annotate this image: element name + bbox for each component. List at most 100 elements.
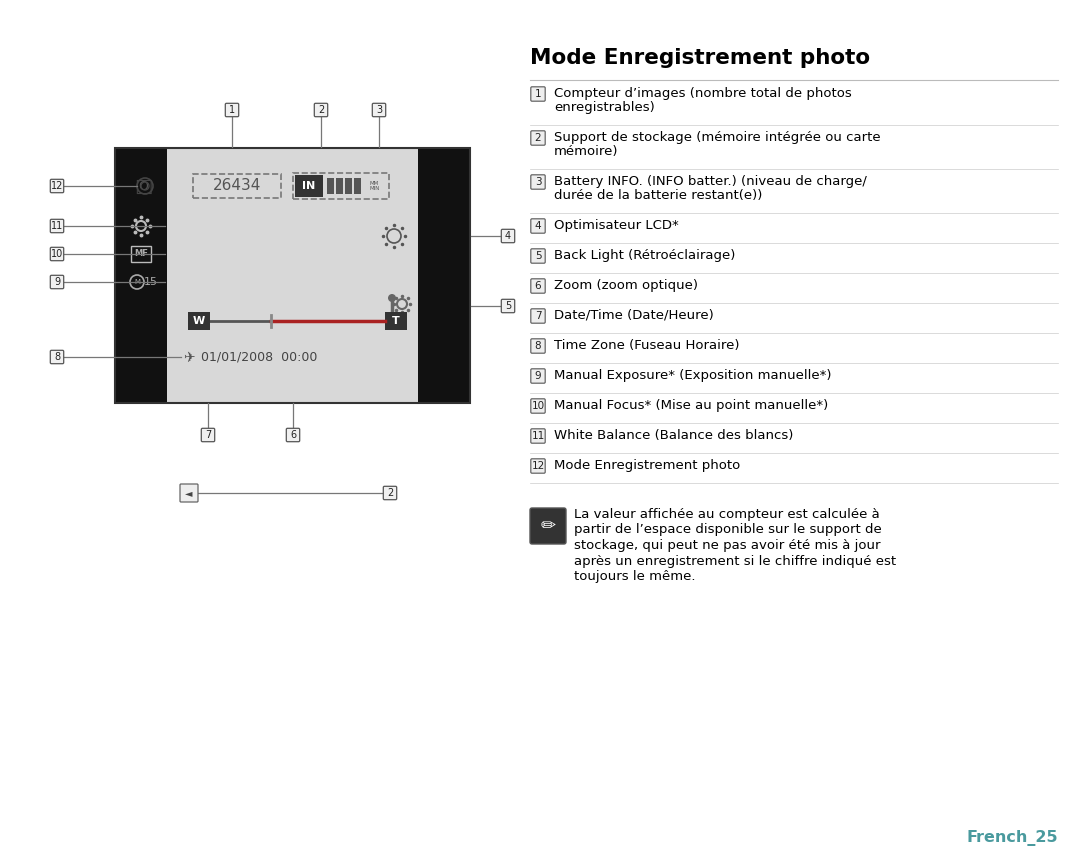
Text: 11: 11	[51, 221, 63, 231]
Text: 12: 12	[531, 461, 544, 471]
FancyBboxPatch shape	[530, 459, 545, 473]
FancyBboxPatch shape	[314, 103, 327, 116]
Text: □: □	[134, 176, 152, 195]
FancyBboxPatch shape	[226, 103, 239, 116]
Text: 2: 2	[387, 488, 393, 498]
Text: 7: 7	[535, 311, 541, 321]
Text: La valeur affichée au compteur est calculée à: La valeur affichée au compteur est calcu…	[573, 508, 880, 521]
Bar	[295, 175, 323, 197]
Text: 9: 9	[54, 277, 60, 287]
Text: Zoom (zoom optique): Zoom (zoom optique)	[554, 279, 698, 292]
Text: Time Zone (Fuseau Horaire): Time Zone (Fuseau Horaire)	[554, 339, 740, 352]
Circle shape	[388, 294, 396, 302]
Text: 15: 15	[144, 277, 158, 287]
Bar	[336, 178, 343, 194]
Text: 8: 8	[535, 341, 541, 351]
Text: 6: 6	[289, 430, 296, 440]
FancyBboxPatch shape	[180, 484, 198, 502]
Text: 2: 2	[535, 133, 541, 143]
Bar	[354, 178, 361, 194]
Text: ◄: ◄	[186, 488, 192, 498]
FancyBboxPatch shape	[51, 180, 64, 193]
Text: 3: 3	[376, 105, 382, 115]
Text: MM
MIN: MM MIN	[369, 181, 379, 191]
Text: Manual Focus* (Mise au point manuelle*): Manual Focus* (Mise au point manuelle*)	[554, 399, 828, 412]
Text: stockage, qui peut ne pas avoir été mis à jour: stockage, qui peut ne pas avoir été mis …	[573, 539, 880, 552]
FancyBboxPatch shape	[530, 369, 545, 383]
Text: 11: 11	[531, 431, 544, 441]
FancyBboxPatch shape	[530, 309, 545, 323]
Text: partir de l’espace disponible sur le support de: partir de l’espace disponible sur le sup…	[573, 523, 881, 536]
FancyBboxPatch shape	[530, 339, 545, 353]
FancyBboxPatch shape	[530, 249, 545, 263]
Text: W: W	[193, 316, 205, 326]
FancyBboxPatch shape	[530, 508, 566, 544]
Text: 10: 10	[531, 401, 544, 411]
Text: toujours le même.: toujours le même.	[573, 570, 696, 583]
Text: 01/01/2008  00:00: 01/01/2008 00:00	[201, 351, 318, 364]
FancyBboxPatch shape	[501, 229, 515, 243]
Bar	[418, 148, 470, 403]
FancyBboxPatch shape	[201, 428, 215, 442]
Text: French_25: French_25	[967, 830, 1058, 846]
Text: 1: 1	[229, 105, 235, 115]
Text: 10: 10	[51, 249, 63, 259]
Text: 5: 5	[504, 301, 511, 311]
Bar	[131, 246, 151, 262]
Text: Mode Enregistrement photo: Mode Enregistrement photo	[554, 459, 740, 472]
Text: Manual Exposure* (Exposition manuelle*): Manual Exposure* (Exposition manuelle*)	[554, 369, 832, 382]
Bar	[293, 173, 389, 199]
Text: Date/Time (Date/Heure): Date/Time (Date/Heure)	[554, 309, 714, 322]
Text: après un enregistrement si le chiffre indiqué est: après un enregistrement si le chiffre in…	[573, 555, 896, 568]
FancyBboxPatch shape	[530, 279, 545, 293]
FancyBboxPatch shape	[51, 220, 64, 233]
Text: 6: 6	[535, 281, 541, 291]
Text: 3: 3	[535, 177, 541, 187]
FancyBboxPatch shape	[530, 398, 545, 413]
Text: White Balance (Balance des blancs): White Balance (Balance des blancs)	[554, 429, 794, 442]
Text: 9: 9	[535, 371, 541, 381]
Text: 26434: 26434	[213, 179, 261, 194]
FancyBboxPatch shape	[51, 275, 64, 289]
Text: ✈: ✈	[183, 350, 194, 364]
Text: Optimisateur LCD*: Optimisateur LCD*	[554, 219, 678, 232]
Text: 2: 2	[318, 105, 324, 115]
FancyBboxPatch shape	[51, 247, 64, 260]
FancyBboxPatch shape	[530, 219, 545, 233]
Text: Back Light (Rétroéclairage): Back Light (Rétroéclairage)	[554, 249, 735, 262]
Bar	[188, 312, 210, 330]
FancyBboxPatch shape	[51, 351, 64, 364]
Text: enregistrables): enregistrables)	[554, 102, 654, 115]
Bar	[345, 178, 352, 194]
Text: Support de stockage (mémoire intégrée ou carte: Support de stockage (mémoire intégrée ou…	[554, 131, 880, 144]
Text: Mode Enregistrement photo: Mode Enregistrement photo	[530, 48, 870, 68]
Bar	[193, 174, 281, 198]
FancyBboxPatch shape	[383, 486, 396, 500]
FancyBboxPatch shape	[530, 429, 545, 444]
Text: ✏: ✏	[540, 517, 555, 535]
Text: O: O	[138, 180, 148, 193]
FancyBboxPatch shape	[501, 299, 515, 312]
FancyBboxPatch shape	[373, 103, 386, 116]
Text: durée de la batterie restant(e)): durée de la batterie restant(e))	[554, 189, 762, 202]
Text: mémoire): mémoire)	[554, 146, 619, 159]
Text: 5: 5	[535, 251, 541, 261]
Text: 1: 1	[535, 89, 541, 99]
Text: Battery INFO. (INFO batter.) (niveau de charge/: Battery INFO. (INFO batter.) (niveau de …	[554, 175, 867, 188]
Bar	[167, 148, 418, 403]
FancyBboxPatch shape	[530, 174, 545, 189]
Bar	[114, 148, 167, 403]
Bar	[384, 312, 407, 330]
FancyBboxPatch shape	[530, 87, 545, 102]
Text: M: M	[134, 279, 140, 285]
Text: T: T	[392, 316, 400, 326]
Text: Compteur d’images (nombre total de photos: Compteur d’images (nombre total de photo…	[554, 87, 852, 100]
Text: 8: 8	[54, 352, 60, 362]
Text: 4: 4	[535, 221, 541, 231]
Bar	[327, 178, 334, 194]
Text: MF: MF	[134, 249, 148, 259]
FancyBboxPatch shape	[530, 131, 545, 145]
Text: 12: 12	[51, 181, 64, 191]
FancyBboxPatch shape	[286, 428, 300, 442]
Text: 7: 7	[205, 430, 211, 440]
